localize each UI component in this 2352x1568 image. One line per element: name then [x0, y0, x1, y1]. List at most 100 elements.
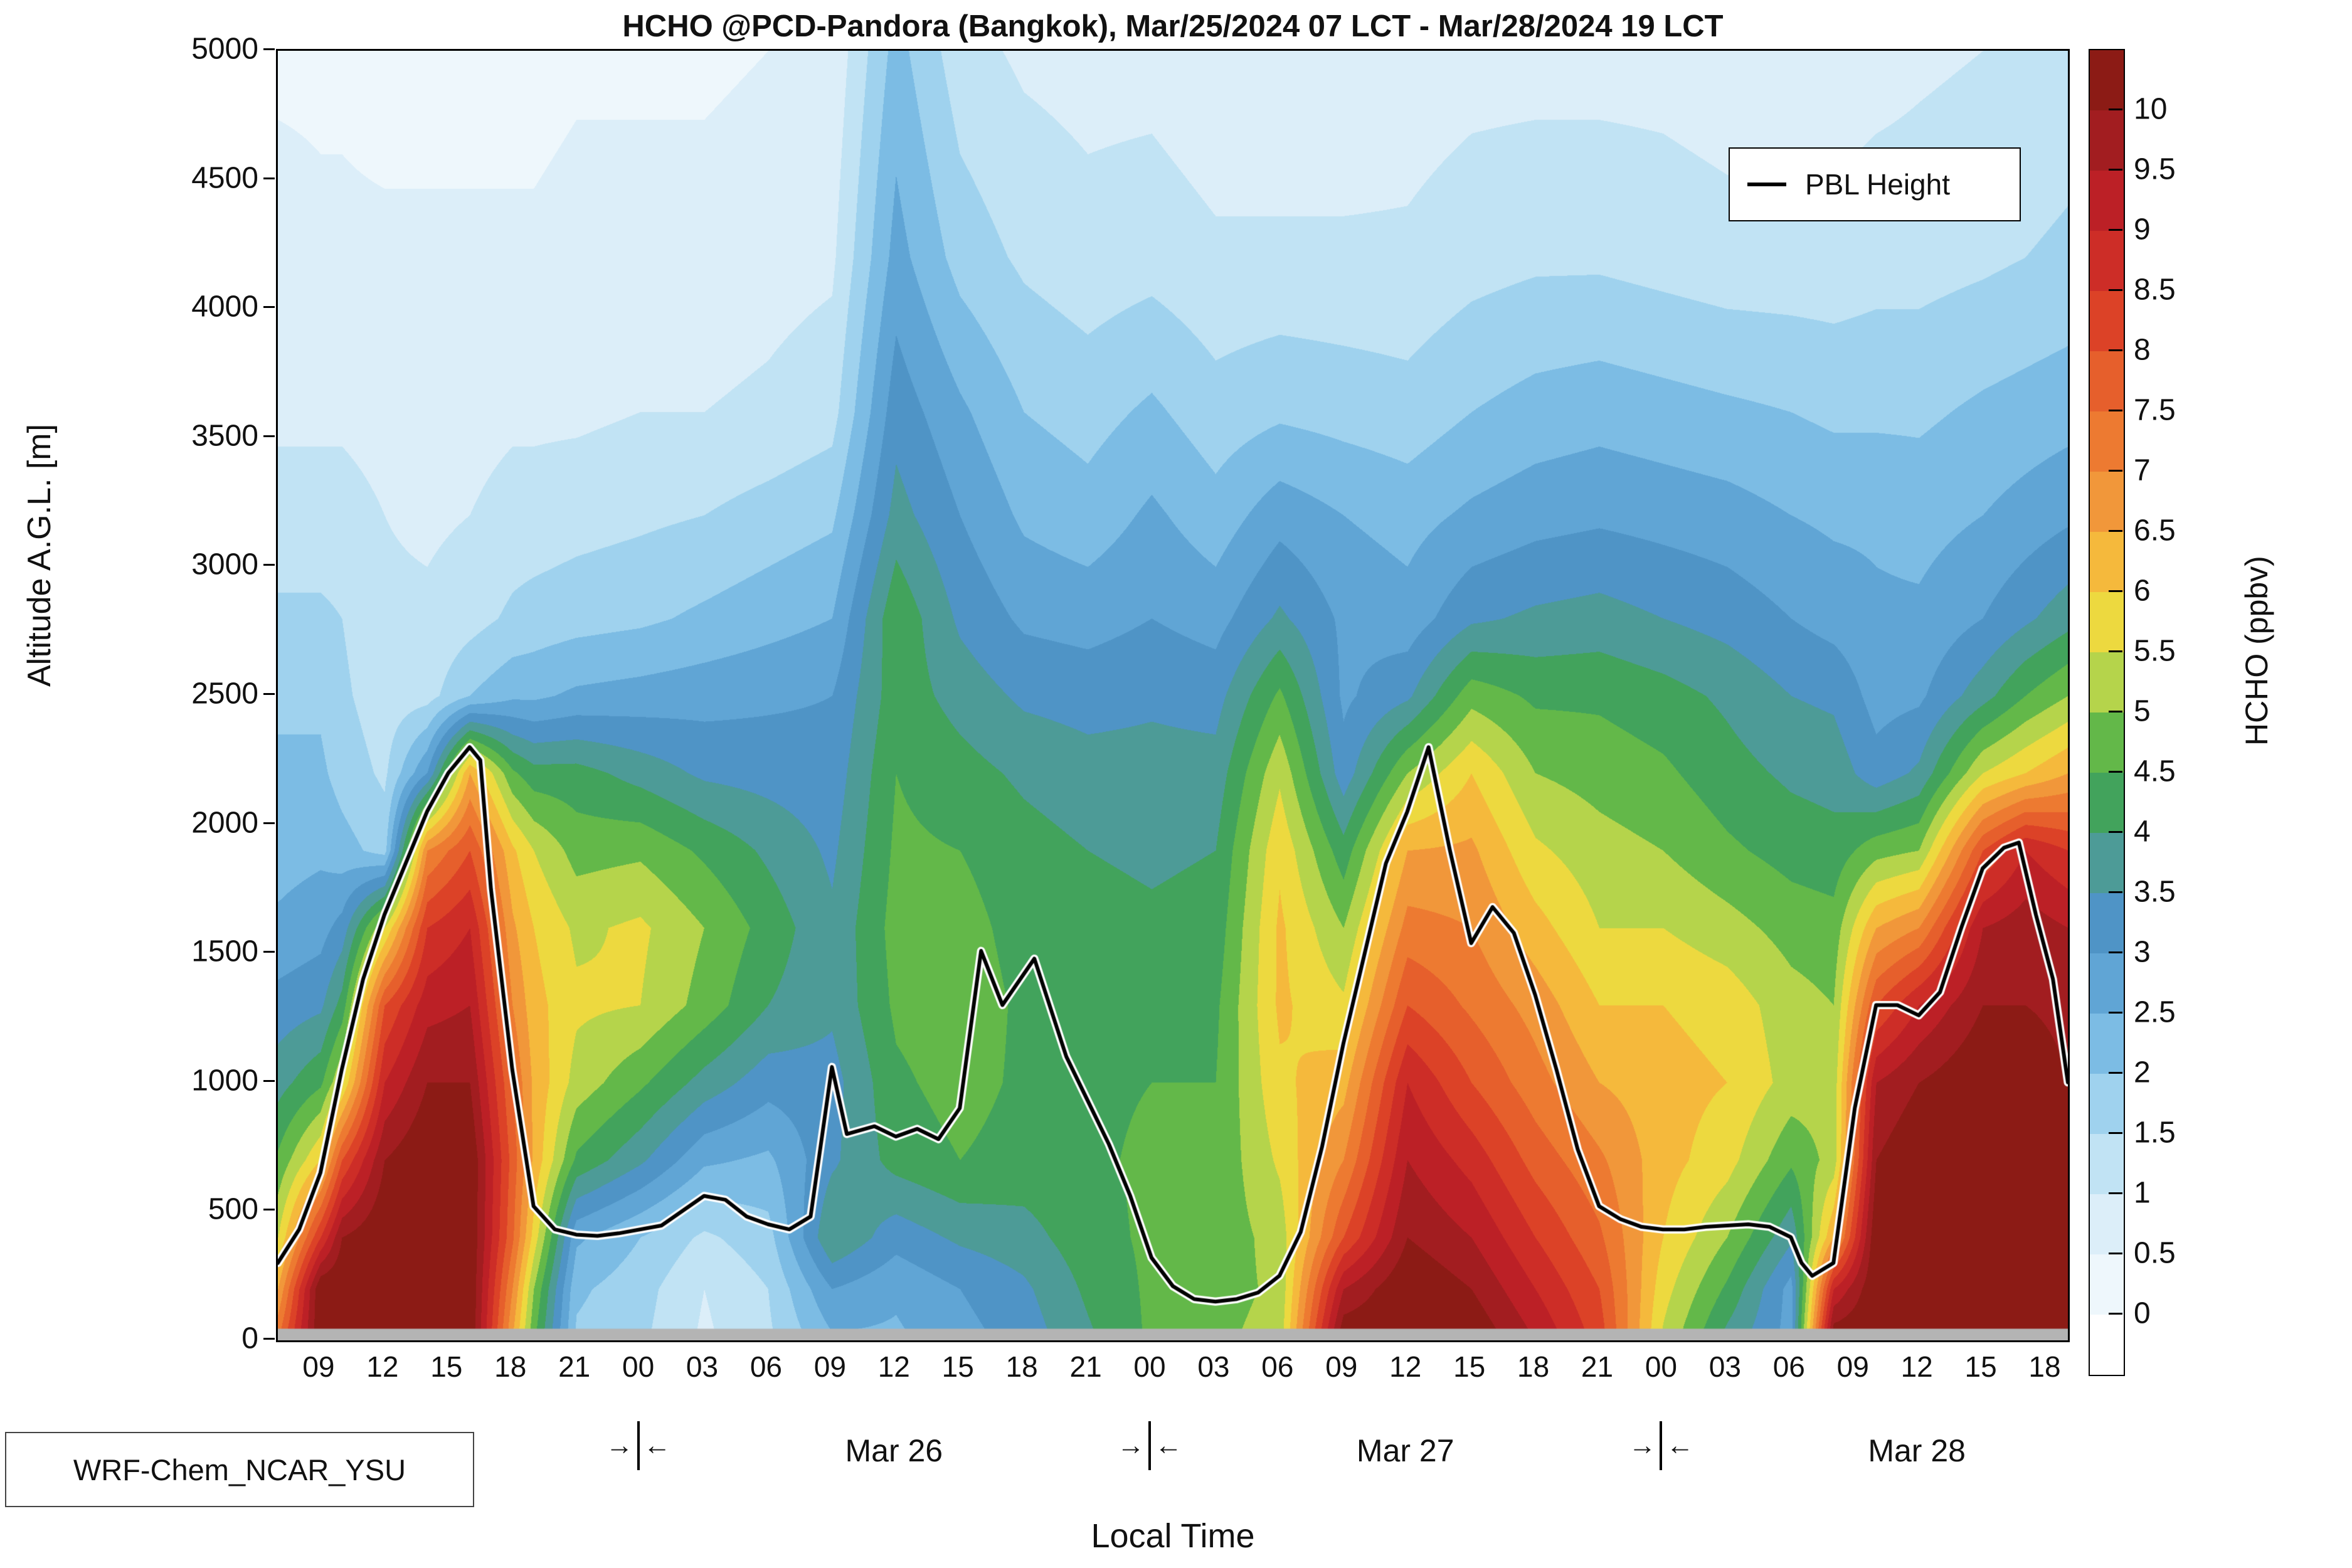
- x-tick-label: 18: [2028, 1350, 2061, 1383]
- colorbar-tick-mark: [2109, 1012, 2122, 1014]
- day-divider-line: [637, 1421, 640, 1470]
- day-label: Mar 27: [1356, 1433, 1454, 1468]
- colorbar-tick-mark: [2109, 470, 2122, 472]
- x-tick-label: 00: [1133, 1350, 1166, 1383]
- x-tick-label: 09: [813, 1350, 846, 1383]
- colorbar-tick-label: 9.5: [2134, 152, 2176, 186]
- x-tick-label: 03: [1708, 1350, 1741, 1383]
- colorbar-tick-label: 1: [2134, 1176, 2151, 1210]
- arrow-right-icon: →: [1628, 1430, 1656, 1461]
- colorbar-tick-mark: [2109, 951, 2122, 953]
- y-tick-label: 4500: [191, 161, 258, 195]
- colorbar-tick-label: 4.5: [2134, 755, 2176, 788]
- colorbar-tick-label: 8: [2134, 333, 2151, 367]
- colorbar-label: HCHO (ppbv): [2239, 556, 2274, 746]
- colorbar-segment: [2090, 1315, 2124, 1375]
- y-tick-mark: [263, 1338, 275, 1340]
- colorbar-segment: [2090, 171, 2124, 231]
- y-tick-label: 5000: [191, 32, 258, 66]
- hcho-contour-canvas: [278, 51, 2068, 1340]
- model-annotation-text: WRF-Chem_NCAR_YSU: [73, 1453, 406, 1486]
- colorbar-tick-mark: [2109, 1253, 2122, 1254]
- y-tick-mark: [263, 1209, 275, 1211]
- y-tick-mark: [263, 1079, 275, 1082]
- x-tick-label: 03: [1197, 1350, 1230, 1383]
- colorbar-tick-label: 4: [2134, 815, 2151, 849]
- y-tick-label: 2500: [191, 677, 258, 711]
- colorbar-segment: [2090, 472, 2124, 532]
- colorbar-segment: [2090, 592, 2124, 652]
- x-tick-label: 09: [1325, 1350, 1358, 1383]
- x-tick-label: 15: [1453, 1350, 1486, 1383]
- x-axis-label: Local Time: [1091, 1517, 1255, 1555]
- colorbar-tick-label: 1.5: [2134, 1116, 2176, 1150]
- contour-plot-area: [276, 49, 2070, 1342]
- day-label: Mar 28: [1868, 1433, 1966, 1468]
- colorbar-segment: [2090, 351, 2124, 411]
- x-tick-label: 21: [1581, 1350, 1614, 1383]
- x-tick-label: 00: [622, 1350, 655, 1383]
- x-tick-label: 09: [302, 1350, 335, 1383]
- colorbar-segment: [2090, 1014, 2124, 1074]
- page-title: HCHO @PCD-Pandora (Bangkok), Mar/25/2024…: [622, 9, 1724, 43]
- colorbar-segment: [2090, 712, 2124, 773]
- y-tick-label: 500: [208, 1192, 258, 1226]
- colorbar-tick-mark: [2109, 590, 2122, 592]
- colorbar-tick-label: 8.5: [2134, 273, 2176, 307]
- colorbar-segment: [2090, 773, 2124, 833]
- x-tick-label: 06: [1772, 1350, 1805, 1383]
- y-tick-mark: [263, 435, 275, 437]
- x-tick-label: 21: [1069, 1350, 1102, 1383]
- arrow-left-icon: ←: [1155, 1430, 1183, 1461]
- day-divider-line: [1148, 1421, 1152, 1470]
- x-tick-label: 21: [558, 1350, 591, 1383]
- colorbar-segment: [2090, 1254, 2124, 1315]
- colorbar-tick-mark: [2109, 1132, 2122, 1134]
- colorbar-tick-mark: [2109, 650, 2122, 652]
- colorbar-segment: [2090, 893, 2124, 953]
- x-tick-label: 12: [366, 1350, 399, 1383]
- arrow-right-icon: →: [605, 1430, 633, 1461]
- y-tick-mark: [263, 693, 275, 695]
- y-tick-label: 2000: [191, 806, 258, 840]
- colorbar-tick-label: 9: [2134, 213, 2151, 246]
- y-tick-mark: [263, 48, 275, 50]
- colorbar-segment: [2090, 532, 2124, 592]
- colorbar-tick-mark: [2109, 289, 2122, 291]
- colorbar-tick-label: 3: [2134, 935, 2151, 969]
- colorbar-tick-mark: [2109, 530, 2122, 532]
- day-boundary-marker: → ←: [1628, 1421, 1693, 1470]
- x-tick-label: 12: [877, 1350, 910, 1383]
- colorbar-tick-mark: [2109, 711, 2122, 712]
- colorbar-segment: [2090, 1074, 2124, 1134]
- y-tick-label: 1000: [191, 1064, 258, 1098]
- x-tick-label: 00: [1645, 1350, 1678, 1383]
- colorbar-tick-mark: [2109, 109, 2122, 110]
- colorbar-segment: [2090, 231, 2124, 291]
- x-tick-label: 18: [494, 1350, 527, 1383]
- x-tick-label: 15: [1964, 1350, 1997, 1383]
- colorbar-tick-mark: [2109, 771, 2122, 773]
- y-axis-label: Altitude A.G.L. [m]: [21, 423, 58, 687]
- colorbar-tick-mark: [2109, 410, 2122, 411]
- colorbar-tick-label: 10: [2134, 92, 2168, 126]
- colorbar-tick-label: 7: [2134, 453, 2151, 487]
- y-tick-label: 3000: [191, 548, 258, 581]
- colorbar-segment: [2090, 291, 2124, 351]
- x-tick-label: 18: [1517, 1350, 1550, 1383]
- y-tick-label: 3500: [191, 419, 258, 453]
- colorbar-segment: [2090, 833, 2124, 893]
- y-tick-mark: [263, 177, 275, 179]
- colorbar-tick-mark: [2109, 1192, 2122, 1194]
- colorbar-tick-label: 2.5: [2134, 995, 2176, 1029]
- model-annotation-box: WRF-Chem_NCAR_YSU: [5, 1432, 474, 1507]
- y-tick-mark: [263, 306, 275, 309]
- y-tick-mark: [263, 564, 275, 566]
- arrow-right-icon: →: [1117, 1430, 1145, 1461]
- colorbar-tick-label: 0: [2134, 1296, 2151, 1330]
- colorbar-segment: [2090, 953, 2124, 1014]
- day-label: Mar 26: [845, 1433, 943, 1468]
- colorbar-tick-mark: [2109, 891, 2122, 893]
- y-tick-label: 0: [241, 1322, 258, 1355]
